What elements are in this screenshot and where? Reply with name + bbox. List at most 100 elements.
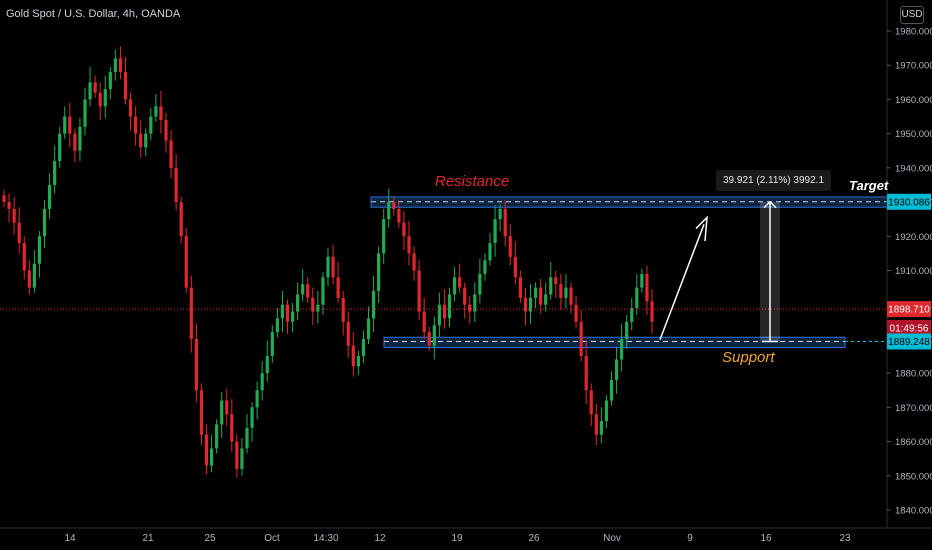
candle-body (209, 448, 214, 466)
x-tick-label: Oct (264, 533, 280, 544)
candle-body (306, 284, 310, 298)
candle-body (103, 89, 107, 107)
candle-body (285, 304, 290, 322)
candle-body (640, 273, 644, 288)
candle-body (245, 427, 249, 449)
candle-body (83, 99, 87, 127)
candle-body (392, 202, 396, 209)
countdown-tag-bg (887, 319, 931, 336)
candle-body (265, 356, 269, 374)
candle-body (579, 321, 583, 357)
candle-body (539, 287, 543, 305)
candle-body (417, 270, 421, 312)
symbol-title: Gold Spot / U.S. Dollar, 4h, OANDA (6, 8, 181, 20)
candle-body (635, 287, 639, 309)
candle-body (614, 359, 619, 380)
candle-body (149, 116, 153, 134)
y-tick-label: 1870.000 (895, 403, 932, 414)
candle-body (533, 287, 538, 298)
last-price-tag-bg (887, 301, 931, 318)
candle-body (128, 99, 133, 117)
candle-body (341, 297, 345, 322)
candle-body (513, 256, 517, 278)
candle-body (594, 414, 598, 435)
candle-body (508, 236, 512, 257)
candle-body (194, 338, 198, 391)
x-tick-label: 23 (839, 533, 851, 544)
candle-body (32, 263, 36, 288)
y-tick-label: 1910.000 (895, 266, 932, 277)
candle-body (98, 92, 102, 107)
candle-body (280, 304, 285, 319)
candle-body (366, 318, 371, 339)
candle-body (528, 297, 533, 312)
candle-body (498, 208, 502, 220)
candle-body (139, 133, 143, 148)
candle-body (463, 287, 467, 305)
candle-body (397, 208, 401, 223)
candle-body (468, 304, 472, 312)
candle-body (625, 321, 629, 339)
candle-body (199, 390, 204, 435)
candle-body (235, 441, 239, 469)
candle-body (316, 304, 320, 312)
candle-body (609, 379, 614, 401)
candle-body (189, 287, 193, 339)
candle-body (301, 284, 305, 295)
candle-body (164, 119, 168, 141)
candle-body (382, 219, 386, 254)
candle-body (27, 270, 31, 288)
candle-body (620, 338, 624, 360)
y-tick-label: 1950.000 (895, 129, 932, 140)
candle-body (458, 277, 462, 288)
candle-body (311, 297, 315, 312)
x-tick-label: 26 (528, 533, 540, 544)
zones (370, 196, 888, 348)
candle-body (604, 400, 609, 422)
candle-body (220, 400, 224, 425)
candle-body (574, 304, 578, 322)
x-tick-label: 14:30 (313, 533, 338, 544)
measure-arrowhead (763, 200, 777, 209)
candle-body (204, 434, 209, 466)
candle-body (270, 332, 274, 357)
candle-body (387, 202, 391, 220)
support-price-tag: 1889.248 (888, 337, 930, 348)
candle-body (346, 321, 350, 346)
candle-body (564, 287, 568, 298)
candle-body (442, 304, 447, 319)
candle-body (569, 287, 573, 305)
overlays (0, 200, 887, 343)
candle-body (326, 256, 330, 278)
projection-arrowhead (695, 215, 708, 242)
candle-body (225, 400, 229, 415)
time-axis: 14 21 25 Oct 14:30 12 19 26 Nov 9 16 23 (0, 527, 932, 544)
candle-body (154, 106, 158, 117)
candle-body (371, 291, 376, 319)
candle-body (37, 236, 42, 264)
candle-body (12, 208, 16, 223)
candle-body (321, 277, 325, 305)
candle-body (452, 277, 457, 295)
candle-body (630, 308, 634, 322)
candle-body (478, 273, 482, 295)
candle-body (412, 253, 416, 271)
candle-body (432, 325, 436, 346)
resistance-label: Resistance (435, 173, 510, 190)
candles (2, 46, 654, 478)
candle-body (296, 294, 300, 312)
projection-arrow (659, 224, 705, 340)
candle-body (17, 222, 21, 244)
candle-body (645, 273, 649, 302)
currency-button[interactable]: USD (900, 6, 924, 24)
candle-body (179, 202, 183, 237)
candle-body (2, 195, 6, 203)
resistance-price-tag: 1930.086 (888, 197, 930, 208)
candle-body (134, 116, 138, 134)
candle-body (42, 208, 47, 237)
candle-body (118, 58, 123, 73)
last-price-tag: 1898.710 (888, 305, 930, 316)
candle-body (351, 345, 355, 367)
y-tick-label: 1980.000 (895, 27, 932, 38)
